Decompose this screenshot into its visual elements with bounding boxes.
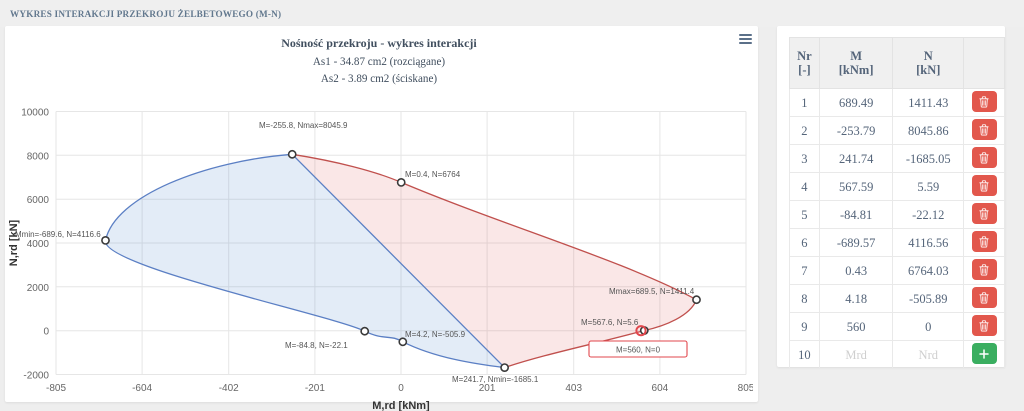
svg-text:M=4.2, N=-505.9: M=4.2, N=-505.9 (405, 330, 466, 339)
svg-text:-805: -805 (46, 383, 66, 394)
svg-text:0: 0 (43, 327, 49, 338)
svg-text:-402: -402 (219, 383, 239, 394)
svg-text:-2000: -2000 (23, 371, 49, 382)
svg-text:Mmax=689.5, N=1411.4: Mmax=689.5, N=1411.4 (609, 287, 695, 296)
svg-text:4000: 4000 (27, 239, 50, 250)
svg-text:M=567.6, N=5.6: M=567.6, N=5.6 (581, 318, 639, 327)
svg-text:-604: -604 (132, 383, 152, 394)
svg-text:M=-255.8, Nmax=8045.9: M=-255.8, Nmax=8045.9 (259, 121, 348, 130)
svg-text:M=560, N=0: M=560, N=0 (616, 346, 661, 355)
svg-text:M,rd [kNm]: M,rd [kNm] (372, 400, 430, 411)
svg-text:-201: -201 (305, 383, 325, 394)
svg-text:M=241.7, Nmin=-1685.1: M=241.7, Nmin=-1685.1 (452, 375, 539, 384)
svg-text:6000: 6000 (27, 195, 50, 206)
svg-text:403: 403 (565, 383, 582, 394)
svg-text:8000: 8000 (27, 151, 50, 162)
svg-text:0: 0 (398, 383, 404, 394)
svg-text:Mmin=-689.6, N=4116.6: Mmin=-689.6, N=4116.6 (15, 230, 101, 239)
svg-text:201: 201 (479, 383, 496, 394)
svg-text:2000: 2000 (27, 283, 50, 294)
svg-text:10000: 10000 (21, 108, 49, 119)
svg-text:604: 604 (652, 383, 669, 394)
svg-text:M=-84.8, N=-22.1: M=-84.8, N=-22.1 (285, 341, 348, 350)
svg-text:805: 805 (738, 383, 753, 394)
svg-text:M=0.4, N=6764: M=0.4, N=6764 (405, 170, 461, 179)
svg-text:N,rd [kN]: N,rd [kN] (8, 219, 20, 266)
